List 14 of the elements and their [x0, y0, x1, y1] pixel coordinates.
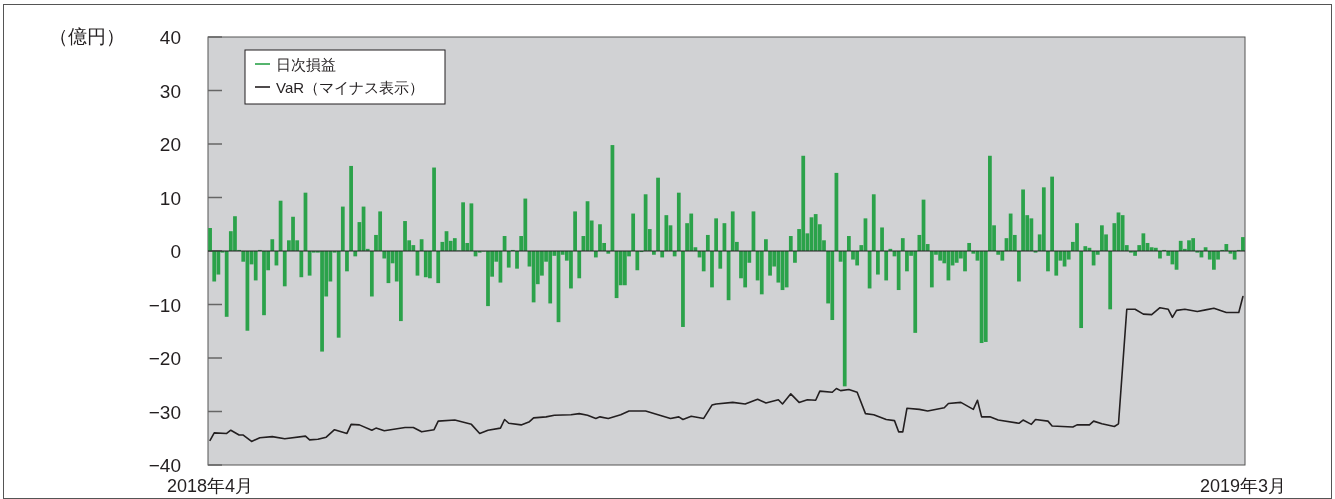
y-tick-label: 10 [159, 187, 181, 209]
x-tick-label: 2018年4月 [167, 476, 254, 496]
y-tick-label: 20 [159, 134, 181, 155]
y-axis-title: （億円） [49, 26, 125, 47]
y-tick-label: −30 [148, 401, 181, 423]
y-tick-label: 30 [159, 80, 181, 102]
y-tick-label: −10 [148, 294, 181, 316]
y-tick-label: 0 [170, 241, 181, 262]
y-tick-label: −40 [148, 455, 181, 476]
y-tick-label: 40 [159, 27, 181, 48]
legend-label: VaR（マイナス表示） [276, 79, 425, 96]
legend-label: 日次損益 [276, 56, 336, 73]
x-tick-label: 2019年3月 [1199, 476, 1286, 496]
y-tick-label: −20 [148, 348, 181, 369]
